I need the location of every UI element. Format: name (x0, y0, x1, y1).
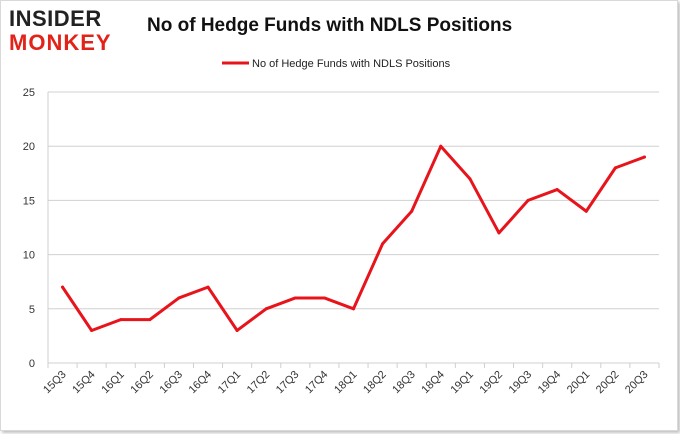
x-tick-label: 18Q2 (361, 369, 389, 397)
x-tick-label: 16Q4 (187, 369, 215, 397)
y-tick-label: 20 (23, 141, 35, 153)
data-point (555, 188, 559, 192)
data-point (293, 296, 297, 300)
data-point (206, 285, 210, 289)
data-point (119, 318, 123, 322)
chart-title: No of Hedge Funds with NDLS Positions (147, 15, 513, 36)
x-tick-label: 17Q3 (274, 369, 302, 397)
x-tick-label: 18Q4 (419, 369, 447, 397)
x-tick-label: 20Q1 (565, 369, 593, 397)
x-tick-label: 17Q1 (216, 369, 244, 397)
data-point (381, 242, 385, 246)
data-point (526, 198, 530, 202)
x-tick-label: 17Q2 (245, 369, 273, 397)
data-point (584, 209, 588, 213)
series-line-0 (61, 144, 646, 332)
data-point (61, 285, 65, 289)
data-point (177, 296, 181, 300)
data-point (410, 209, 414, 213)
data-point (352, 307, 355, 311)
data-point (235, 328, 239, 332)
data-point (468, 177, 472, 181)
x-tick-label: 19Q3 (507, 369, 535, 397)
data-point (497, 231, 501, 235)
insider-monkey-logo: INSIDER MONKEY (9, 7, 127, 55)
x-tick-label: 19Q4 (536, 369, 564, 397)
data-point (613, 166, 617, 170)
y-tick-label: 10 (23, 250, 35, 262)
logo-line2: MONKEY (9, 30, 112, 55)
y-axis: 0 5 10 15 20 25 (23, 87, 49, 370)
x-axis: 15Q3 15Q4 16Q1 16Q2 16Q3 16Q4 17Q1 17Q2 17Q3 17Q4… (41, 363, 660, 397)
data-point (90, 328, 94, 332)
y-tick-label: 5 (29, 304, 35, 316)
data-point (264, 307, 268, 311)
gridlines (48, 91, 659, 364)
x-tick-label: 16Q2 (128, 369, 156, 397)
x-tick-label: 16Q1 (99, 369, 127, 397)
x-tick-label: 20Q3 (623, 369, 651, 397)
logo-line1: INSIDER (9, 6, 102, 31)
data-point (439, 144, 443, 148)
data-point (148, 318, 152, 322)
x-tick-label: 15Q3 (41, 369, 69, 397)
x-tick-label: 18Q3 (390, 369, 418, 397)
data-point (642, 155, 646, 159)
x-tick-label: 18Q1 (332, 369, 360, 397)
x-tick-label: 16Q3 (158, 369, 186, 397)
x-tick-label: 20Q2 (594, 369, 622, 397)
x-tick-label: 19Q1 (448, 369, 476, 397)
x-tick-label: 19Q2 (478, 369, 506, 397)
series-layer (61, 144, 646, 332)
legend: No of Hedge Funds with NDLS Positions (222, 58, 451, 70)
y-tick-label: 25 (23, 87, 35, 99)
legend-label: No of Hedge Funds with NDLS Positions (252, 58, 451, 70)
x-tick-label: 15Q4 (70, 369, 98, 397)
y-tick-label: 0 (29, 358, 35, 370)
x-tick-label: 17Q4 (303, 369, 331, 397)
y-tick-label: 15 (23, 195, 35, 207)
data-point (322, 296, 326, 300)
